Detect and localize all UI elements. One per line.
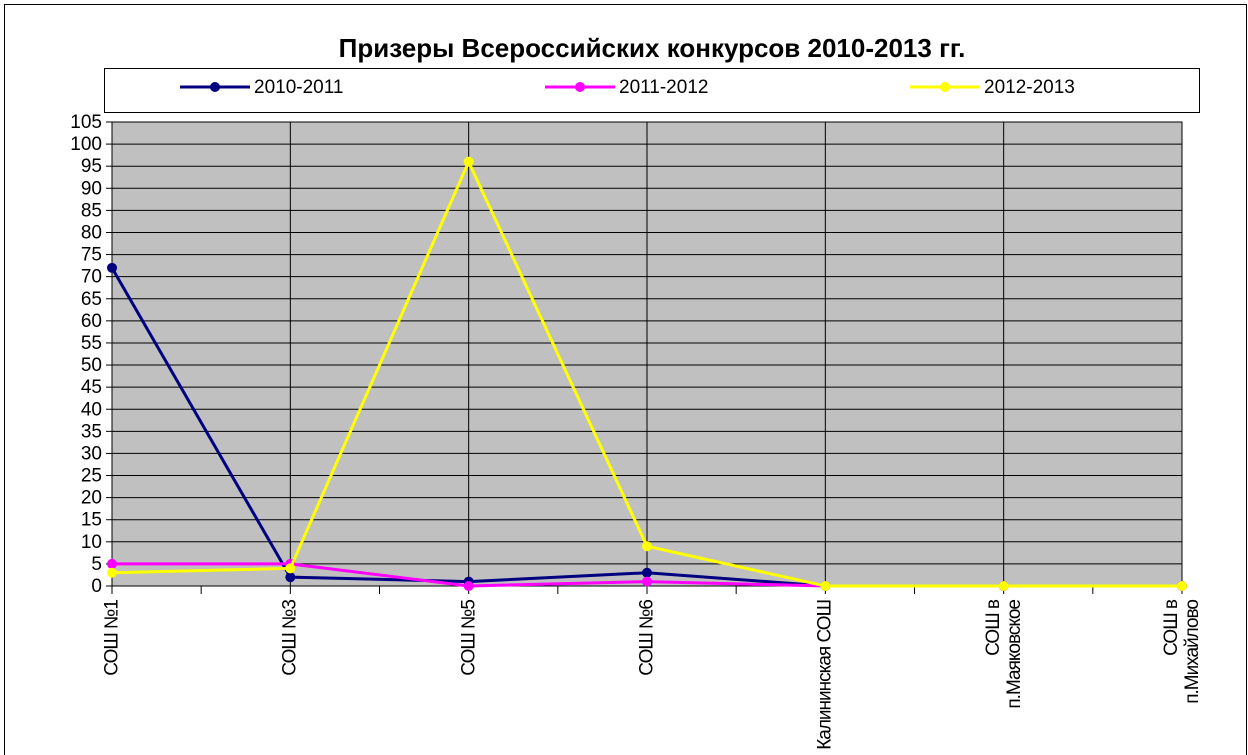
point <box>107 558 117 569</box>
legend-marker <box>940 82 950 92</box>
x-tick-label: СОШ в п.Михайлово <box>1161 600 1203 704</box>
y-tick-label: 25 <box>81 466 102 487</box>
y-tick-label: 15 <box>81 510 102 531</box>
legend-label: 2012-2013 <box>984 77 1075 98</box>
y-tick-label: 70 <box>81 267 102 288</box>
x-tick-label: Калининская СОШ <box>814 600 836 750</box>
legend-label: 2010-2011 <box>254 77 343 98</box>
point <box>1177 581 1187 591</box>
y-tick-label: 10 <box>81 532 102 553</box>
y-tick-label: 65 <box>81 289 102 310</box>
y-tick-label: 0 <box>91 576 102 597</box>
point <box>107 567 117 578</box>
y-tick-label: 5 <box>91 554 102 575</box>
y-tick-label: 100 <box>70 134 102 155</box>
point <box>998 581 1009 591</box>
legend-marker <box>210 82 220 92</box>
point <box>642 567 652 578</box>
y-tick-label: 80 <box>81 222 102 243</box>
y-tick-label: 50 <box>81 355 102 376</box>
y-tick-label: 45 <box>81 377 102 398</box>
point <box>107 262 117 273</box>
y-tick-label: 75 <box>81 245 102 266</box>
point <box>285 572 296 583</box>
legend-marker <box>575 82 585 92</box>
point <box>285 563 296 574</box>
y-tick-label: 20 <box>81 488 102 509</box>
chart-border <box>4 4 1247 755</box>
y-tick-label: 60 <box>81 311 102 332</box>
x-tick-label: СОШ №3 <box>279 600 301 676</box>
x-tick-label: СОШ в п.Маяковское <box>982 600 1025 709</box>
y-tick-label: 105 <box>70 112 102 133</box>
legend-box <box>104 68 1200 113</box>
y-tick-label: 30 <box>81 443 102 464</box>
point <box>463 156 474 167</box>
point <box>463 581 474 591</box>
y-tick-label: 85 <box>81 200 102 221</box>
x-tick-label: СОШ №6 <box>636 600 658 676</box>
y-tick-label: 35 <box>81 421 102 442</box>
point <box>642 541 652 552</box>
x-tick-label: СОШ №1 <box>101 600 123 676</box>
y-tick-label: 90 <box>81 178 102 199</box>
y-tick-label: 40 <box>81 399 102 420</box>
legend-label: 2011-2012 <box>619 77 708 98</box>
point <box>642 576 652 587</box>
point <box>820 581 831 591</box>
y-tick-label: 55 <box>81 333 102 354</box>
chart-title: Призеры Всероссийских конкурсов 2010-201… <box>339 33 966 63</box>
x-tick-label: СОШ №5 <box>458 600 480 676</box>
y-tick-label: 95 <box>81 156 102 177</box>
